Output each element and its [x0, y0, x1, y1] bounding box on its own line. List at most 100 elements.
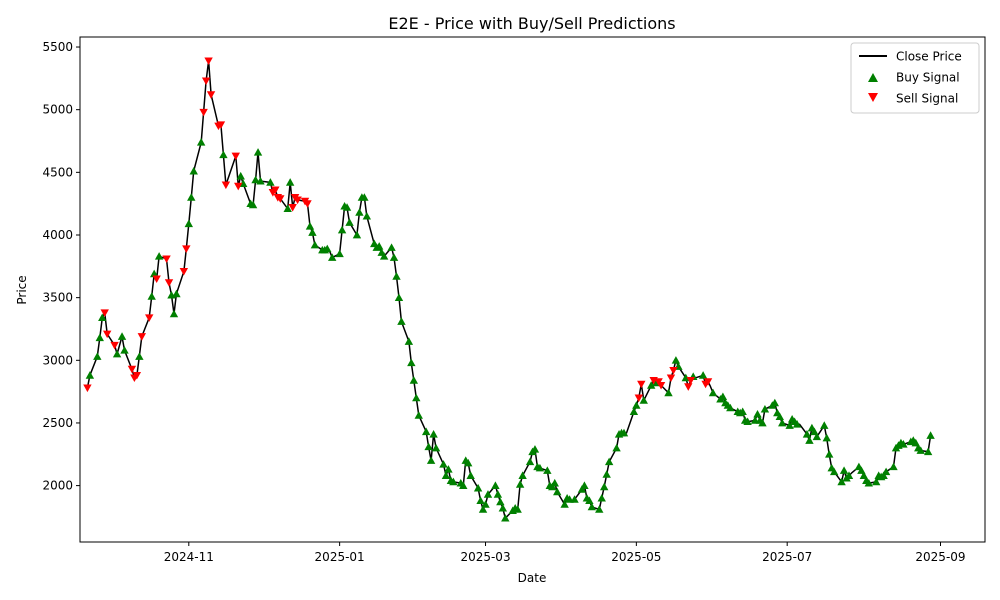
sell-signal-marker — [206, 91, 216, 99]
buy-signal-marker — [253, 148, 263, 156]
buy-signal-marker — [98, 313, 107, 322]
buy-signal-marker — [117, 332, 127, 340]
buy-signal-marker — [236, 171, 245, 180]
buy-signal-marker — [501, 513, 510, 522]
buy-signal-marker — [829, 467, 839, 476]
buy-signal-marker — [172, 289, 181, 298]
buy-signal-marker — [95, 333, 104, 342]
sell-signal-marker — [669, 366, 678, 375]
sell-signal-marker — [276, 195, 285, 203]
buy-signal-marker — [466, 471, 475, 479]
buy-signal-marker — [481, 500, 490, 508]
sell-signal-marker — [110, 341, 119, 350]
buy-signal-marker — [120, 346, 129, 354]
sell-signal-marker — [303, 200, 312, 208]
y-tick-label: 5500 — [42, 40, 73, 54]
x-tick-label: 2025-07 — [762, 550, 812, 564]
legend: Close Price Buy Signal Sell Signal — [850, 42, 980, 114]
sell-signal-marker — [221, 181, 231, 190]
buy-signal-marker — [535, 463, 545, 472]
buy-signal-marker — [476, 496, 485, 505]
buy-signal-marker — [923, 447, 933, 456]
buy-signal-marker — [543, 466, 552, 474]
buy-signal-marker — [698, 371, 708, 379]
y-tick-label: 2000 — [42, 479, 73, 493]
sell-signal-marker — [137, 333, 147, 341]
buy-signal-marker — [404, 337, 414, 345]
buy-signal-marker — [612, 443, 621, 452]
y-tick-label: 4000 — [42, 228, 73, 242]
buy-signal-marker — [362, 211, 372, 220]
buy-signal-marker — [553, 487, 562, 496]
x-axis: 2024-11 2025-01 2025-03 2025-05 2025-07 2025-… — [164, 542, 966, 564]
buy-signal-marker — [85, 371, 95, 379]
buy-signal-marker — [550, 478, 559, 487]
x-tick-label: 2025-01 — [315, 550, 365, 564]
buy-signal-marker — [149, 269, 159, 278]
buy-signal-marker — [743, 417, 752, 426]
sell-signal-marker — [152, 275, 161, 284]
buy-signal-marker — [899, 440, 908, 448]
sell-signal-marker — [145, 314, 154, 322]
sell-signal-marker — [231, 152, 240, 161]
sell-signal-marker — [199, 108, 208, 117]
y-axis: 2000 2500 3000 3500 4000 4500 5000 5500 — [42, 40, 80, 493]
buy-signal-marker — [414, 411, 423, 419]
sell-signal-marker — [216, 121, 226, 129]
legend-label: Close Price — [896, 50, 962, 64]
buy-signal-marker — [169, 309, 179, 318]
x-tick-label: 2024-11 — [164, 550, 214, 564]
buy-signal-marker — [379, 252, 389, 260]
buy-signal-marker — [805, 436, 814, 444]
buy-signal-marker — [389, 253, 399, 261]
buy-signal-marker — [812, 432, 822, 441]
buy-signal-marker — [916, 446, 925, 454]
buy-signal-marker — [285, 178, 295, 186]
buy-signal-marker — [602, 470, 611, 478]
sell-signal-marker — [83, 384, 92, 393]
buy-signal-marker — [409, 376, 419, 384]
buy-signal-marker — [424, 442, 433, 451]
buy-signal-marker — [112, 349, 122, 358]
buy-signal-marker — [337, 225, 347, 234]
buy-signal-marker — [792, 420, 802, 428]
buy-signal-marker — [305, 222, 315, 230]
buy-signal-marker — [629, 407, 639, 416]
buy-signal-marker — [407, 358, 416, 367]
buy-signal-marker — [412, 393, 421, 402]
buy-signal-marker — [397, 317, 406, 325]
buy-signal-marker — [632, 401, 641, 409]
buy-signal-marker — [283, 204, 292, 213]
buy-signal-marker — [872, 477, 881, 486]
x-tick-label: 2025-03 — [460, 550, 510, 564]
buy-signal-marker — [394, 293, 404, 302]
buy-signal-marker — [600, 482, 609, 491]
buy-signal-marker — [196, 138, 206, 146]
buy-signal-marker — [881, 467, 891, 476]
buy-signal-marker — [822, 433, 831, 442]
buy-signal-marker — [421, 427, 431, 436]
buy-signal-marker — [496, 497, 505, 506]
buy-signal-marker — [595, 505, 604, 513]
buy-signal-marker — [135, 352, 144, 360]
buy-signal-marker — [664, 388, 673, 397]
buy-signal-marker — [839, 466, 849, 474]
buy-signal-marker — [473, 483, 483, 492]
buy-signal-marker — [810, 427, 819, 436]
buy-signal-marker — [671, 356, 681, 364]
sell-signal-marker — [666, 374, 676, 383]
buy-signal-marker — [597, 493, 606, 502]
buy-signal-marker — [911, 438, 920, 447]
buy-signal-marker — [726, 403, 735, 412]
buy-signal-marker — [345, 218, 354, 226]
sell-signal-marker — [164, 279, 174, 287]
buy-signal-marker — [355, 208, 364, 216]
sell-signal-marker — [162, 255, 171, 263]
buy-signal-marker — [483, 490, 493, 498]
buy-signal-marker — [560, 500, 569, 508]
buy-signal-marker — [802, 430, 812, 438]
buy-signal-marker — [513, 505, 522, 513]
buy-signal-marker — [738, 407, 747, 416]
legend-label: Sell Signal — [896, 92, 958, 106]
y-tick-label: 3500 — [42, 291, 73, 305]
